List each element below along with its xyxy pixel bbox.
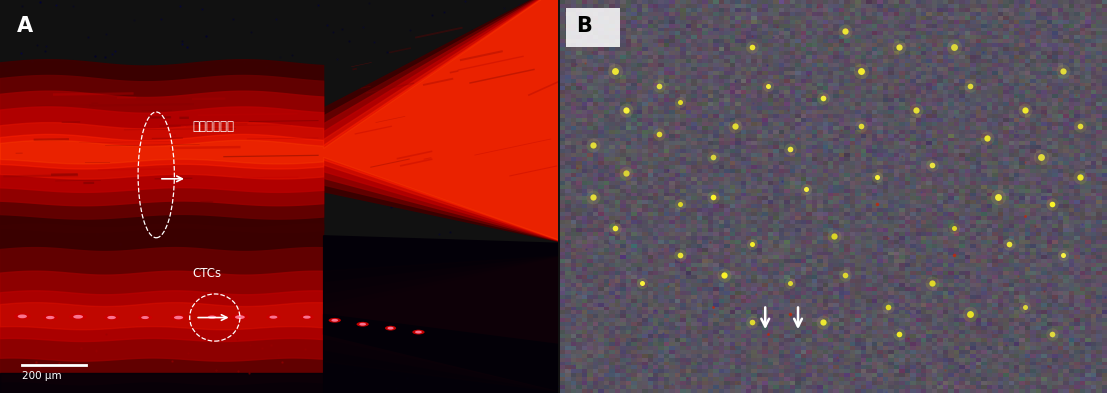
Ellipse shape (415, 331, 422, 334)
Ellipse shape (42, 315, 58, 320)
Ellipse shape (412, 330, 425, 334)
Text: 정상혁액세포: 정상혁액세포 (193, 120, 235, 133)
Polygon shape (0, 0, 569, 244)
Polygon shape (0, 0, 569, 244)
Polygon shape (0, 255, 569, 393)
Text: CTCs: CTCs (193, 267, 221, 280)
Polygon shape (0, 0, 569, 244)
Polygon shape (0, 248, 569, 393)
Ellipse shape (142, 316, 149, 319)
Ellipse shape (138, 315, 152, 320)
Ellipse shape (269, 316, 278, 319)
Polygon shape (0, 224, 569, 393)
Text: B: B (577, 16, 592, 36)
FancyBboxPatch shape (566, 8, 620, 47)
Ellipse shape (387, 327, 394, 330)
Ellipse shape (235, 315, 245, 319)
Ellipse shape (329, 318, 341, 323)
Polygon shape (0, 255, 569, 393)
Text: B: B (577, 16, 592, 36)
Ellipse shape (231, 314, 249, 320)
Polygon shape (0, 0, 569, 244)
Ellipse shape (73, 315, 83, 319)
Ellipse shape (170, 314, 187, 321)
Ellipse shape (18, 314, 27, 318)
Ellipse shape (266, 314, 281, 320)
Ellipse shape (356, 322, 369, 327)
Ellipse shape (360, 323, 366, 326)
Polygon shape (0, 0, 569, 244)
Ellipse shape (303, 316, 311, 319)
Ellipse shape (208, 316, 216, 319)
Ellipse shape (300, 314, 314, 320)
Ellipse shape (204, 314, 220, 320)
Text: 200 μm: 200 μm (22, 371, 62, 381)
Ellipse shape (14, 313, 31, 320)
Ellipse shape (69, 314, 87, 320)
Polygon shape (323, 236, 569, 393)
Ellipse shape (385, 326, 396, 331)
Ellipse shape (331, 319, 338, 322)
Polygon shape (0, 0, 569, 244)
Polygon shape (0, 0, 569, 244)
Polygon shape (0, 373, 323, 393)
Polygon shape (0, 255, 569, 393)
Polygon shape (323, 314, 569, 393)
Ellipse shape (107, 316, 116, 319)
Ellipse shape (174, 316, 183, 319)
Ellipse shape (45, 316, 54, 319)
Ellipse shape (104, 315, 120, 320)
Text: A: A (17, 16, 33, 36)
